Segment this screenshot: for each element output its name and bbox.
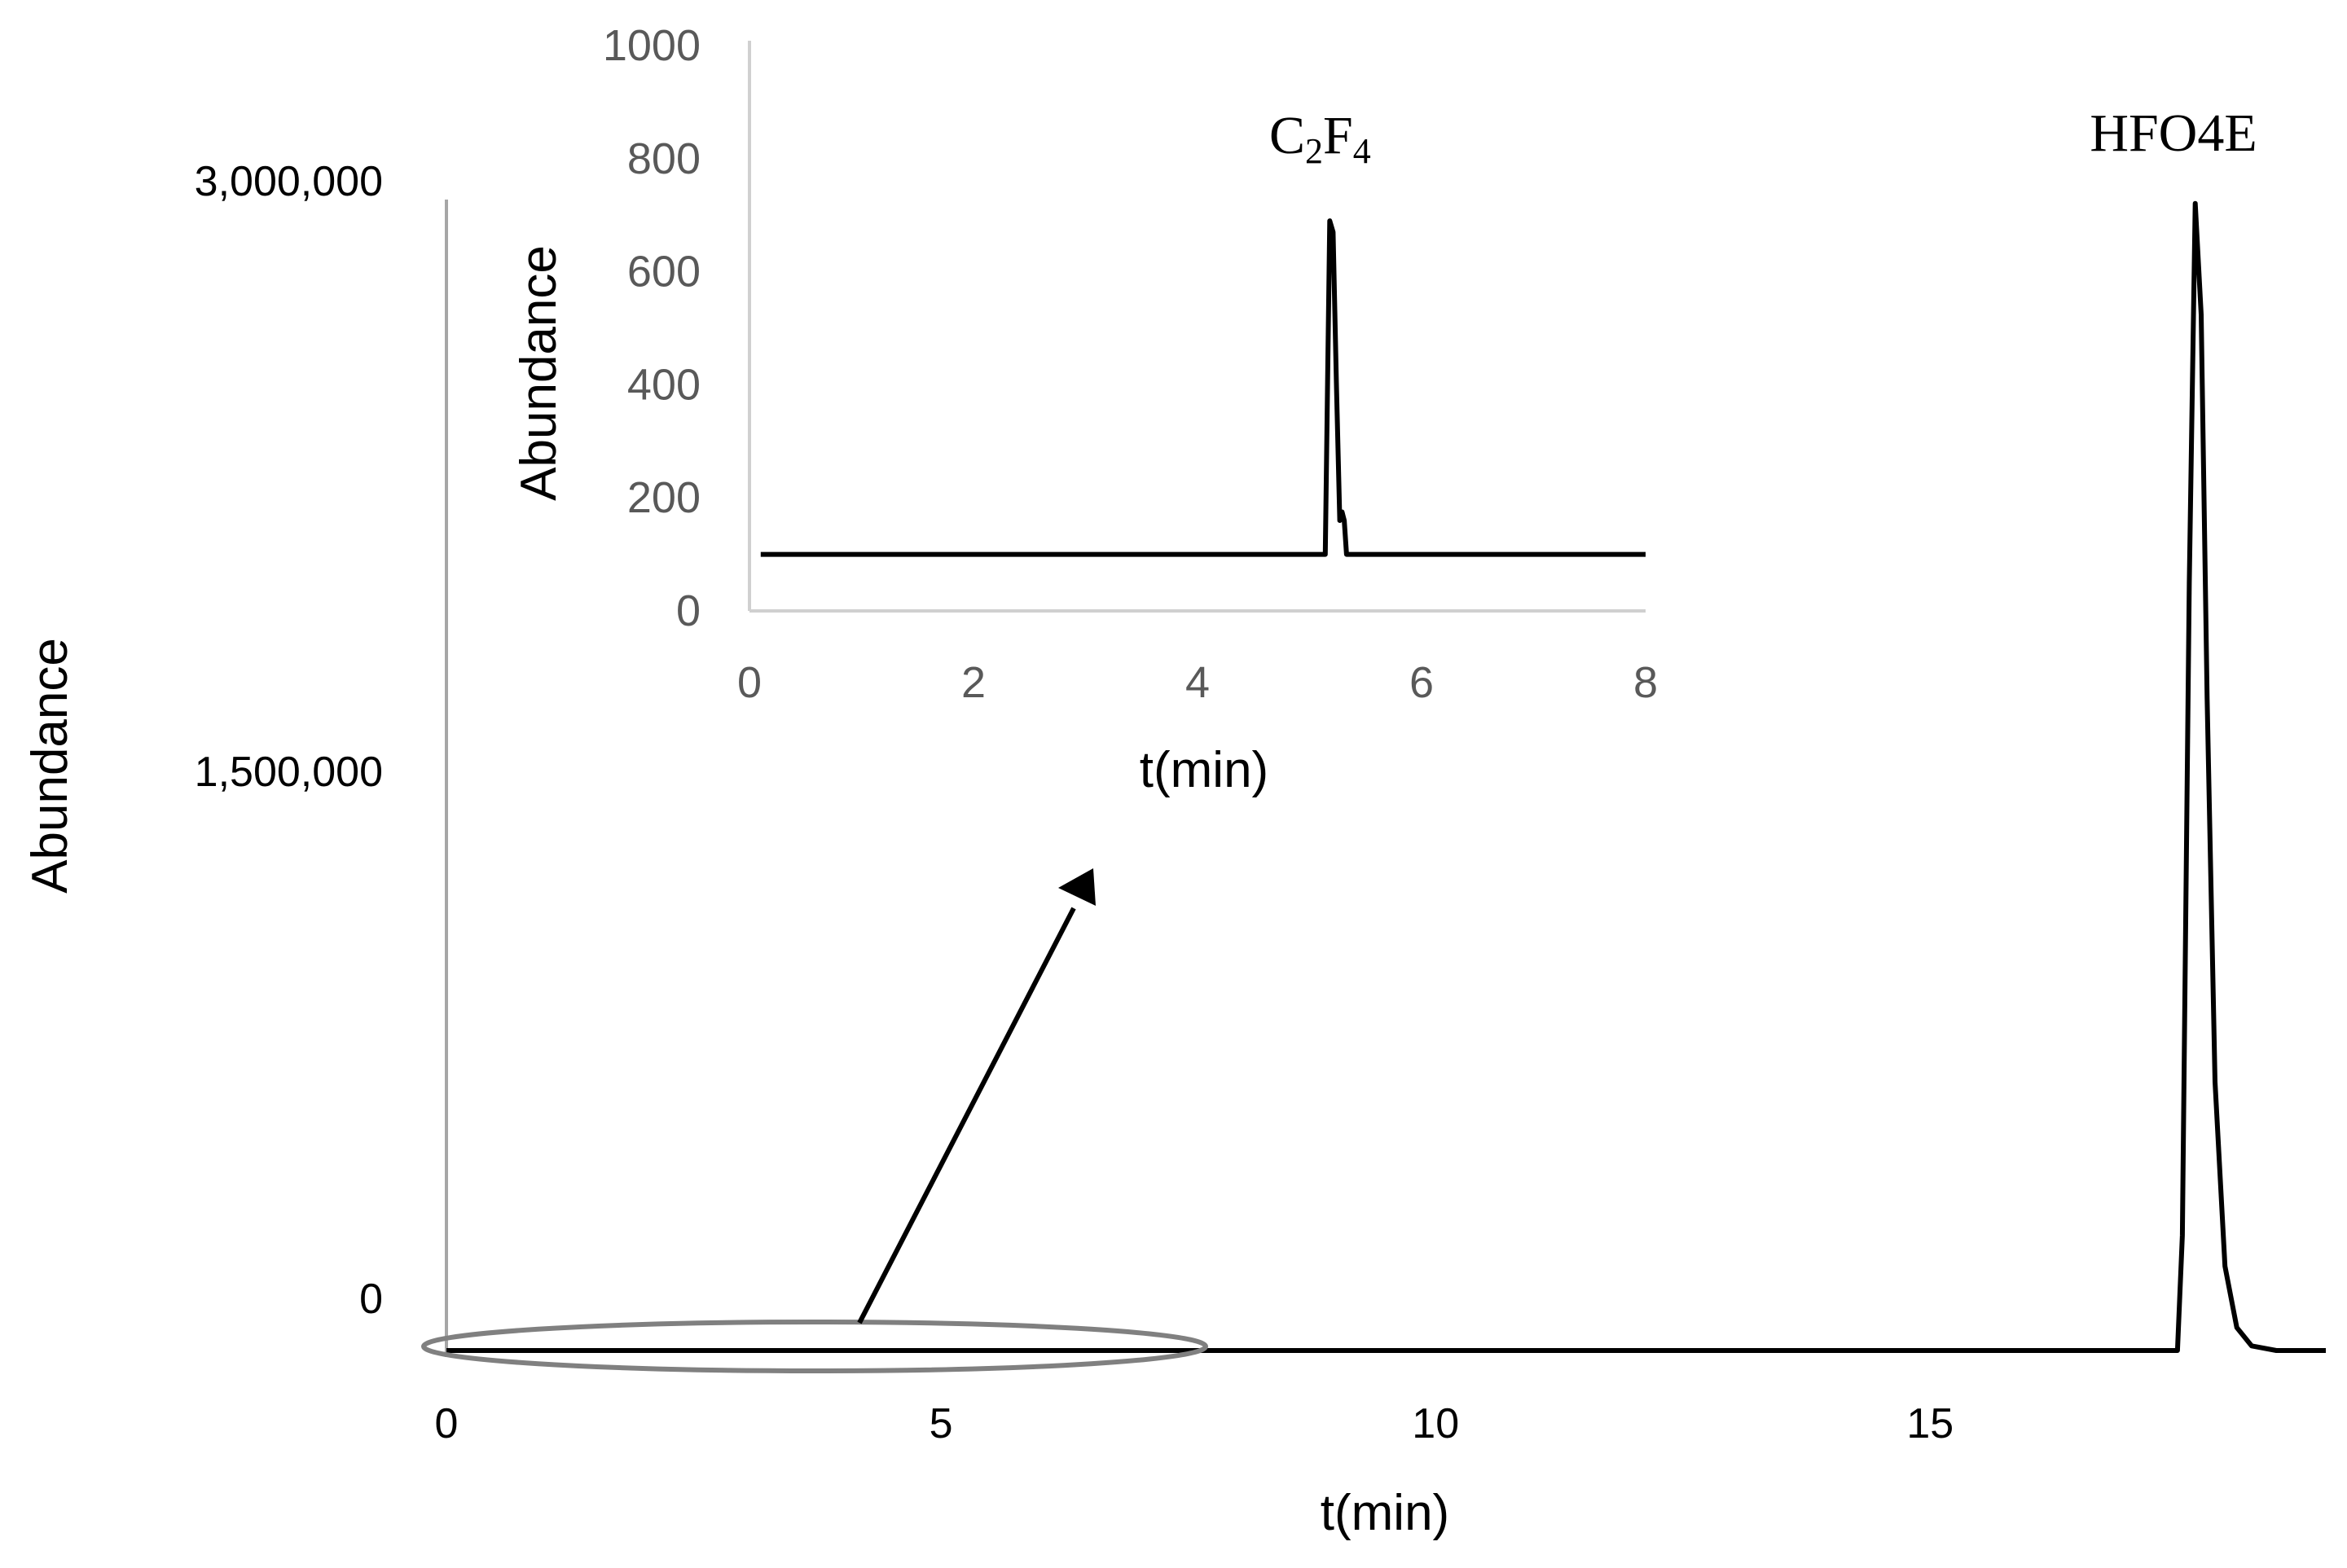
inset-y-axis-title: Abundance bbox=[511, 245, 567, 501]
inset-y-tick-0: 0 bbox=[676, 586, 701, 635]
main-y-axis-title: Abundance bbox=[22, 638, 78, 894]
main-x-tick-1: 5 bbox=[930, 1400, 953, 1447]
inset-series-line bbox=[760, 218, 1646, 557]
peak-label-sub-4: 4 bbox=[1353, 131, 1371, 171]
inset-x-tick-0: 0 bbox=[737, 658, 762, 707]
callout-ellipse bbox=[421, 1320, 1208, 1373]
peak-label-f: F bbox=[1323, 106, 1353, 165]
callout-arrow bbox=[857, 907, 1076, 1324]
main-y-tick-0: 0 bbox=[359, 1276, 383, 1323]
main-peak-label-hfo4e: HFO4E bbox=[2090, 103, 2257, 163]
main-x-tick-3: 15 bbox=[1906, 1400, 1954, 1447]
main-series-line bbox=[446, 200, 2326, 1353]
main-x-tick-0: 0 bbox=[435, 1400, 459, 1447]
main-y-tick-1: 1,500,000 bbox=[195, 749, 383, 796]
main-y-tick-2: 3,000,000 bbox=[195, 158, 383, 205]
peak-label-sub-2: 2 bbox=[1305, 131, 1323, 171]
inset-y-tick-4: 800 bbox=[627, 134, 701, 183]
peak-label-c: C bbox=[1269, 106, 1305, 165]
main-y-tick-labels: 0 1,500,000 3,000,000 bbox=[195, 158, 383, 1323]
inset-peak-label-c2f4: C2F4 bbox=[1269, 106, 1371, 171]
inset-x-tick-2: 4 bbox=[1185, 658, 1210, 707]
main-x-axis-title: t(min) bbox=[1321, 1485, 1449, 1541]
inset-y-tick-1: 200 bbox=[627, 473, 701, 522]
inset-x-tick-labels: 0 2 4 6 8 bbox=[737, 658, 1658, 707]
inset-x-tick-4: 8 bbox=[1633, 658, 1658, 707]
inset-y-tick-5: 1000 bbox=[603, 21, 701, 70]
main-chart: 0 1,500,000 3,000,000 0 5 10 15 Abundance t(m… bbox=[22, 103, 2326, 1541]
inset-x-tick-1: 2 bbox=[961, 658, 986, 707]
inset-x-axis-title: t(min) bbox=[1140, 742, 1268, 798]
inset-x-tick-3: 6 bbox=[1409, 658, 1434, 707]
inset-y-tick-3: 600 bbox=[627, 248, 701, 296]
main-x-tick-2: 10 bbox=[1412, 1400, 1459, 1447]
main-x-tick-labels: 0 5 10 15 bbox=[435, 1400, 1954, 1447]
inset-y-tick-labels: 0 200 400 600 800 1000 bbox=[603, 21, 701, 635]
callout-arrowhead bbox=[1058, 868, 1096, 906]
inset-y-tick-2: 400 bbox=[627, 360, 701, 409]
